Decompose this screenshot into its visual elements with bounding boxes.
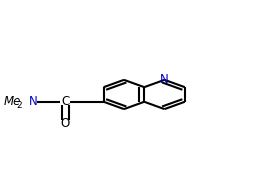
Text: N: N — [29, 95, 38, 108]
Text: 2: 2 — [16, 101, 22, 111]
Text: C: C — [61, 95, 69, 108]
Text: Me: Me — [4, 95, 21, 108]
Text: N: N — [160, 73, 169, 86]
Text: O: O — [61, 117, 70, 130]
